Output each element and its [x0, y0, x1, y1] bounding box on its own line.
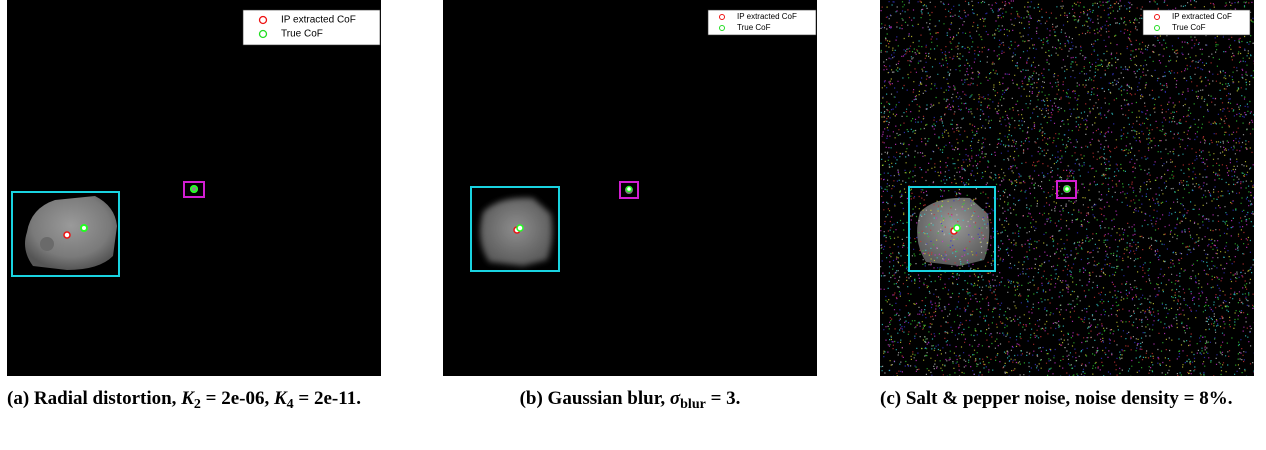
caption-text: = 2e-06, — [201, 388, 274, 409]
image-b: IP extracted CoF True CoF — [443, 0, 817, 376]
legend-label: IP extracted CoF — [1172, 12, 1232, 21]
caption: (b) Gaussian blur, σblur = 3. — [443, 386, 817, 411]
caption-text: (c) Salt & pepper noise, noise density =… — [880, 388, 1232, 409]
caption-subscript: 2 — [194, 397, 201, 412]
caption-text: (a) Radial distortion, — [7, 388, 181, 409]
caption-text: (b) Gaussian blur, — [520, 388, 670, 409]
legend: IP extracted CoF True CoF — [1143, 10, 1250, 35]
true-cof-marker — [627, 187, 632, 192]
true-cof-marker — [81, 225, 87, 231]
caption-text: = 3. — [706, 388, 741, 409]
caption-subscript: 4 — [287, 397, 294, 412]
image-a: IP extracted CoF True CoF — [7, 0, 381, 376]
legend: IP extracted CoF True CoF — [708, 10, 816, 35]
image-c: IP extracted CoF True CoF — [880, 0, 1254, 376]
legend-label: True CoF — [281, 29, 323, 40]
caption: (a) Radial distortion, K2 = 2e-06, K4 = … — [7, 386, 385, 411]
true-cof-marker — [1065, 187, 1070, 192]
legend-label: IP extracted CoF — [737, 12, 797, 21]
legend: IP extracted CoF True CoF — [243, 10, 380, 45]
crater — [40, 237, 54, 251]
caption-text: = 2e-11. — [294, 388, 361, 409]
page: IP extracted CoF True CoF IP extracted C… — [0, 0, 1266, 450]
caption-math: K — [274, 388, 287, 409]
caption-subscript: blur — [680, 397, 706, 412]
legend-label: True CoF — [737, 23, 771, 32]
ip-cof-marker — [64, 232, 70, 238]
caption-math: σ — [670, 388, 680, 409]
legend-label: IP extracted CoF — [281, 15, 356, 26]
caption-math: K — [181, 388, 194, 409]
legend-label: True CoF — [1172, 23, 1206, 32]
caption: (c) Salt & pepper noise, noise density =… — [880, 386, 1260, 411]
true-cof-marker — [954, 225, 960, 231]
true-cof-marker — [517, 225, 523, 231]
